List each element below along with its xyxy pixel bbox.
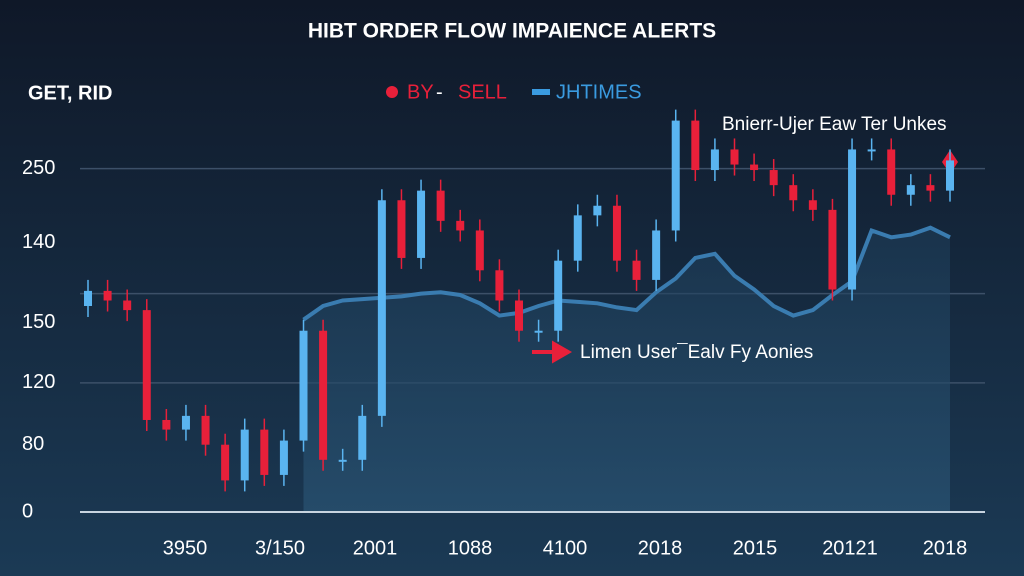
candle-body (319, 330, 328, 460)
y-tick-label: 250 (22, 157, 55, 179)
candle-body (593, 205, 602, 216)
y-tick-label: 120 (22, 371, 55, 393)
y-tick-label: 150 (22, 311, 55, 333)
x-tick-label: 3950 (163, 537, 208, 559)
legend-label: SELL (458, 81, 507, 103)
legend-label: BY (407, 81, 434, 103)
candle-body (808, 200, 817, 210)
x-tick-label: 1088 (448, 537, 493, 559)
x-tick-label: 20121 (822, 537, 878, 559)
candle-body (456, 220, 465, 231)
candle-body (652, 230, 661, 280)
candle-body (181, 415, 190, 430)
y-tick-label: 0 (22, 500, 33, 522)
corner-label: GET, RID (28, 82, 112, 104)
candle-body (221, 444, 230, 481)
chart-title: HIBT ORDER FLOW IMPAIENCE ALERTS (308, 20, 716, 43)
candle-body (103, 290, 112, 301)
candle-body (123, 300, 132, 311)
candle-body (358, 415, 367, 460)
annotation-arrow (532, 340, 573, 364)
candle-body (162, 419, 171, 430)
candle-body (632, 260, 641, 280)
candle-body (710, 149, 719, 171)
legend-swatch (532, 89, 550, 95)
x-tick-label: 4100 (543, 537, 588, 559)
candle-body (377, 200, 386, 416)
candle-body (906, 185, 915, 195)
candle-body (789, 185, 798, 201)
candle-body (887, 149, 896, 195)
candle-body (299, 330, 308, 441)
candle-body (867, 149, 876, 152)
candle-body (417, 190, 426, 258)
candle-body (671, 120, 680, 231)
candle-body (769, 170, 778, 186)
candle-body (730, 149, 739, 165)
candle-body (750, 164, 759, 171)
legend-swatch (386, 86, 398, 98)
candle-body (338, 459, 347, 462)
legend-label: JHTIMES (556, 81, 642, 103)
y-tick-label: 80 (22, 433, 44, 455)
candle-body (828, 209, 837, 290)
candle-body (848, 149, 857, 290)
annotation: Limen User¯Ealv Fy Aonies (580, 342, 813, 363)
candle-body (436, 190, 445, 221)
candle-body (475, 230, 484, 271)
candle-body (573, 215, 582, 261)
candle-body (554, 260, 563, 331)
legend-separator: - (436, 81, 443, 103)
candle-body (612, 205, 621, 261)
x-tick-label: 3/150 (255, 537, 305, 559)
candle-body (142, 310, 151, 420)
candle-body (201, 415, 210, 445)
candle-body (397, 200, 406, 258)
candle-body (240, 429, 249, 481)
candle-body (84, 290, 92, 306)
x-tick-label: 2015 (733, 537, 778, 559)
x-tick-label: 2001 (353, 537, 398, 559)
candle-body (260, 429, 269, 475)
line-series (302, 225, 951, 322)
candle-body (691, 120, 700, 171)
candle-body (495, 270, 504, 301)
candle-body (926, 185, 935, 191)
x-tick-label: 2018 (923, 537, 968, 559)
x-tick-label: 2018 (638, 537, 683, 559)
candle-body (946, 160, 954, 191)
candle-body (515, 300, 523, 331)
candle-body (534, 330, 543, 333)
annotation: Bnierr-Ujer Eaw Ter Unkes (722, 114, 947, 135)
candle-body (279, 440, 288, 475)
y-tick-label: 140 (22, 231, 55, 253)
